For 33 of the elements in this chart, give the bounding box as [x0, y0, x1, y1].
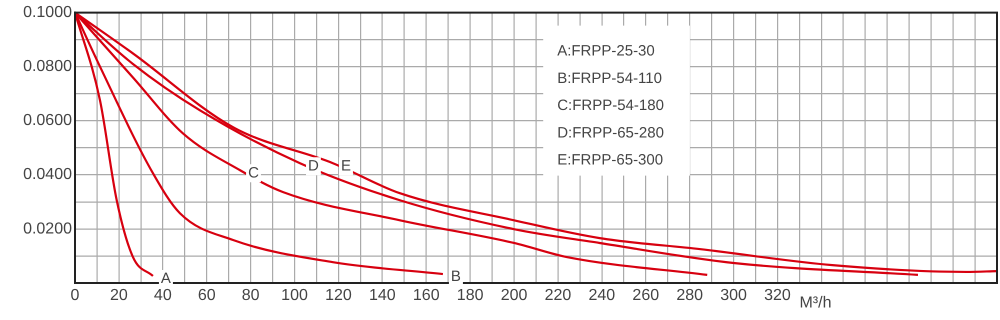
x-tick-label: 180	[456, 287, 484, 304]
y-tick-label: 0.0400	[23, 166, 72, 184]
x-tick-label: 260	[632, 287, 660, 304]
x-tick-label: 80	[242, 287, 260, 304]
annotation: B:FRPP-54-110	[557, 70, 662, 87]
y-tick-label: 0.0600	[23, 112, 72, 130]
y-tick-label: 0.0200	[23, 220, 72, 238]
annotation: D	[308, 157, 320, 174]
annotation: E	[340, 157, 351, 174]
x-tick-label: 0	[70, 287, 80, 304]
annotation: A:FRPP-25-30	[557, 42, 655, 60]
annotation: A	[160, 270, 171, 288]
annotation: C	[248, 164, 260, 182]
x-tick-label: 300	[720, 287, 748, 304]
x-tick-label: 220	[544, 287, 572, 304]
x-tick-label: 200	[500, 287, 528, 304]
x-tick-label: 140	[368, 287, 396, 304]
x-tick-label: 160	[412, 287, 440, 304]
x-tick-label: 280	[676, 287, 704, 304]
annotation: C:FRPP-54-180	[557, 97, 664, 114]
y-tick-label: 0.0800	[23, 58, 72, 76]
annotation: E:FRPP-65-300	[557, 152, 664, 169]
y-tick-label: 0.1000	[23, 4, 72, 22]
x-tick-label: 240	[588, 287, 616, 304]
x-tick-label: 60	[198, 287, 216, 304]
x-tick-label: 120	[325, 287, 352, 304]
x-tick-label: 20	[110, 287, 128, 304]
annotation: B	[450, 268, 461, 286]
annotation: D:FRPP-65-280	[557, 124, 664, 142]
x-tick-label: 320	[764, 287, 791, 304]
x-tick-label: 100	[281, 287, 308, 304]
x-axis-title: M³/h	[799, 294, 832, 312]
x-tick-label: 40	[154, 287, 172, 304]
